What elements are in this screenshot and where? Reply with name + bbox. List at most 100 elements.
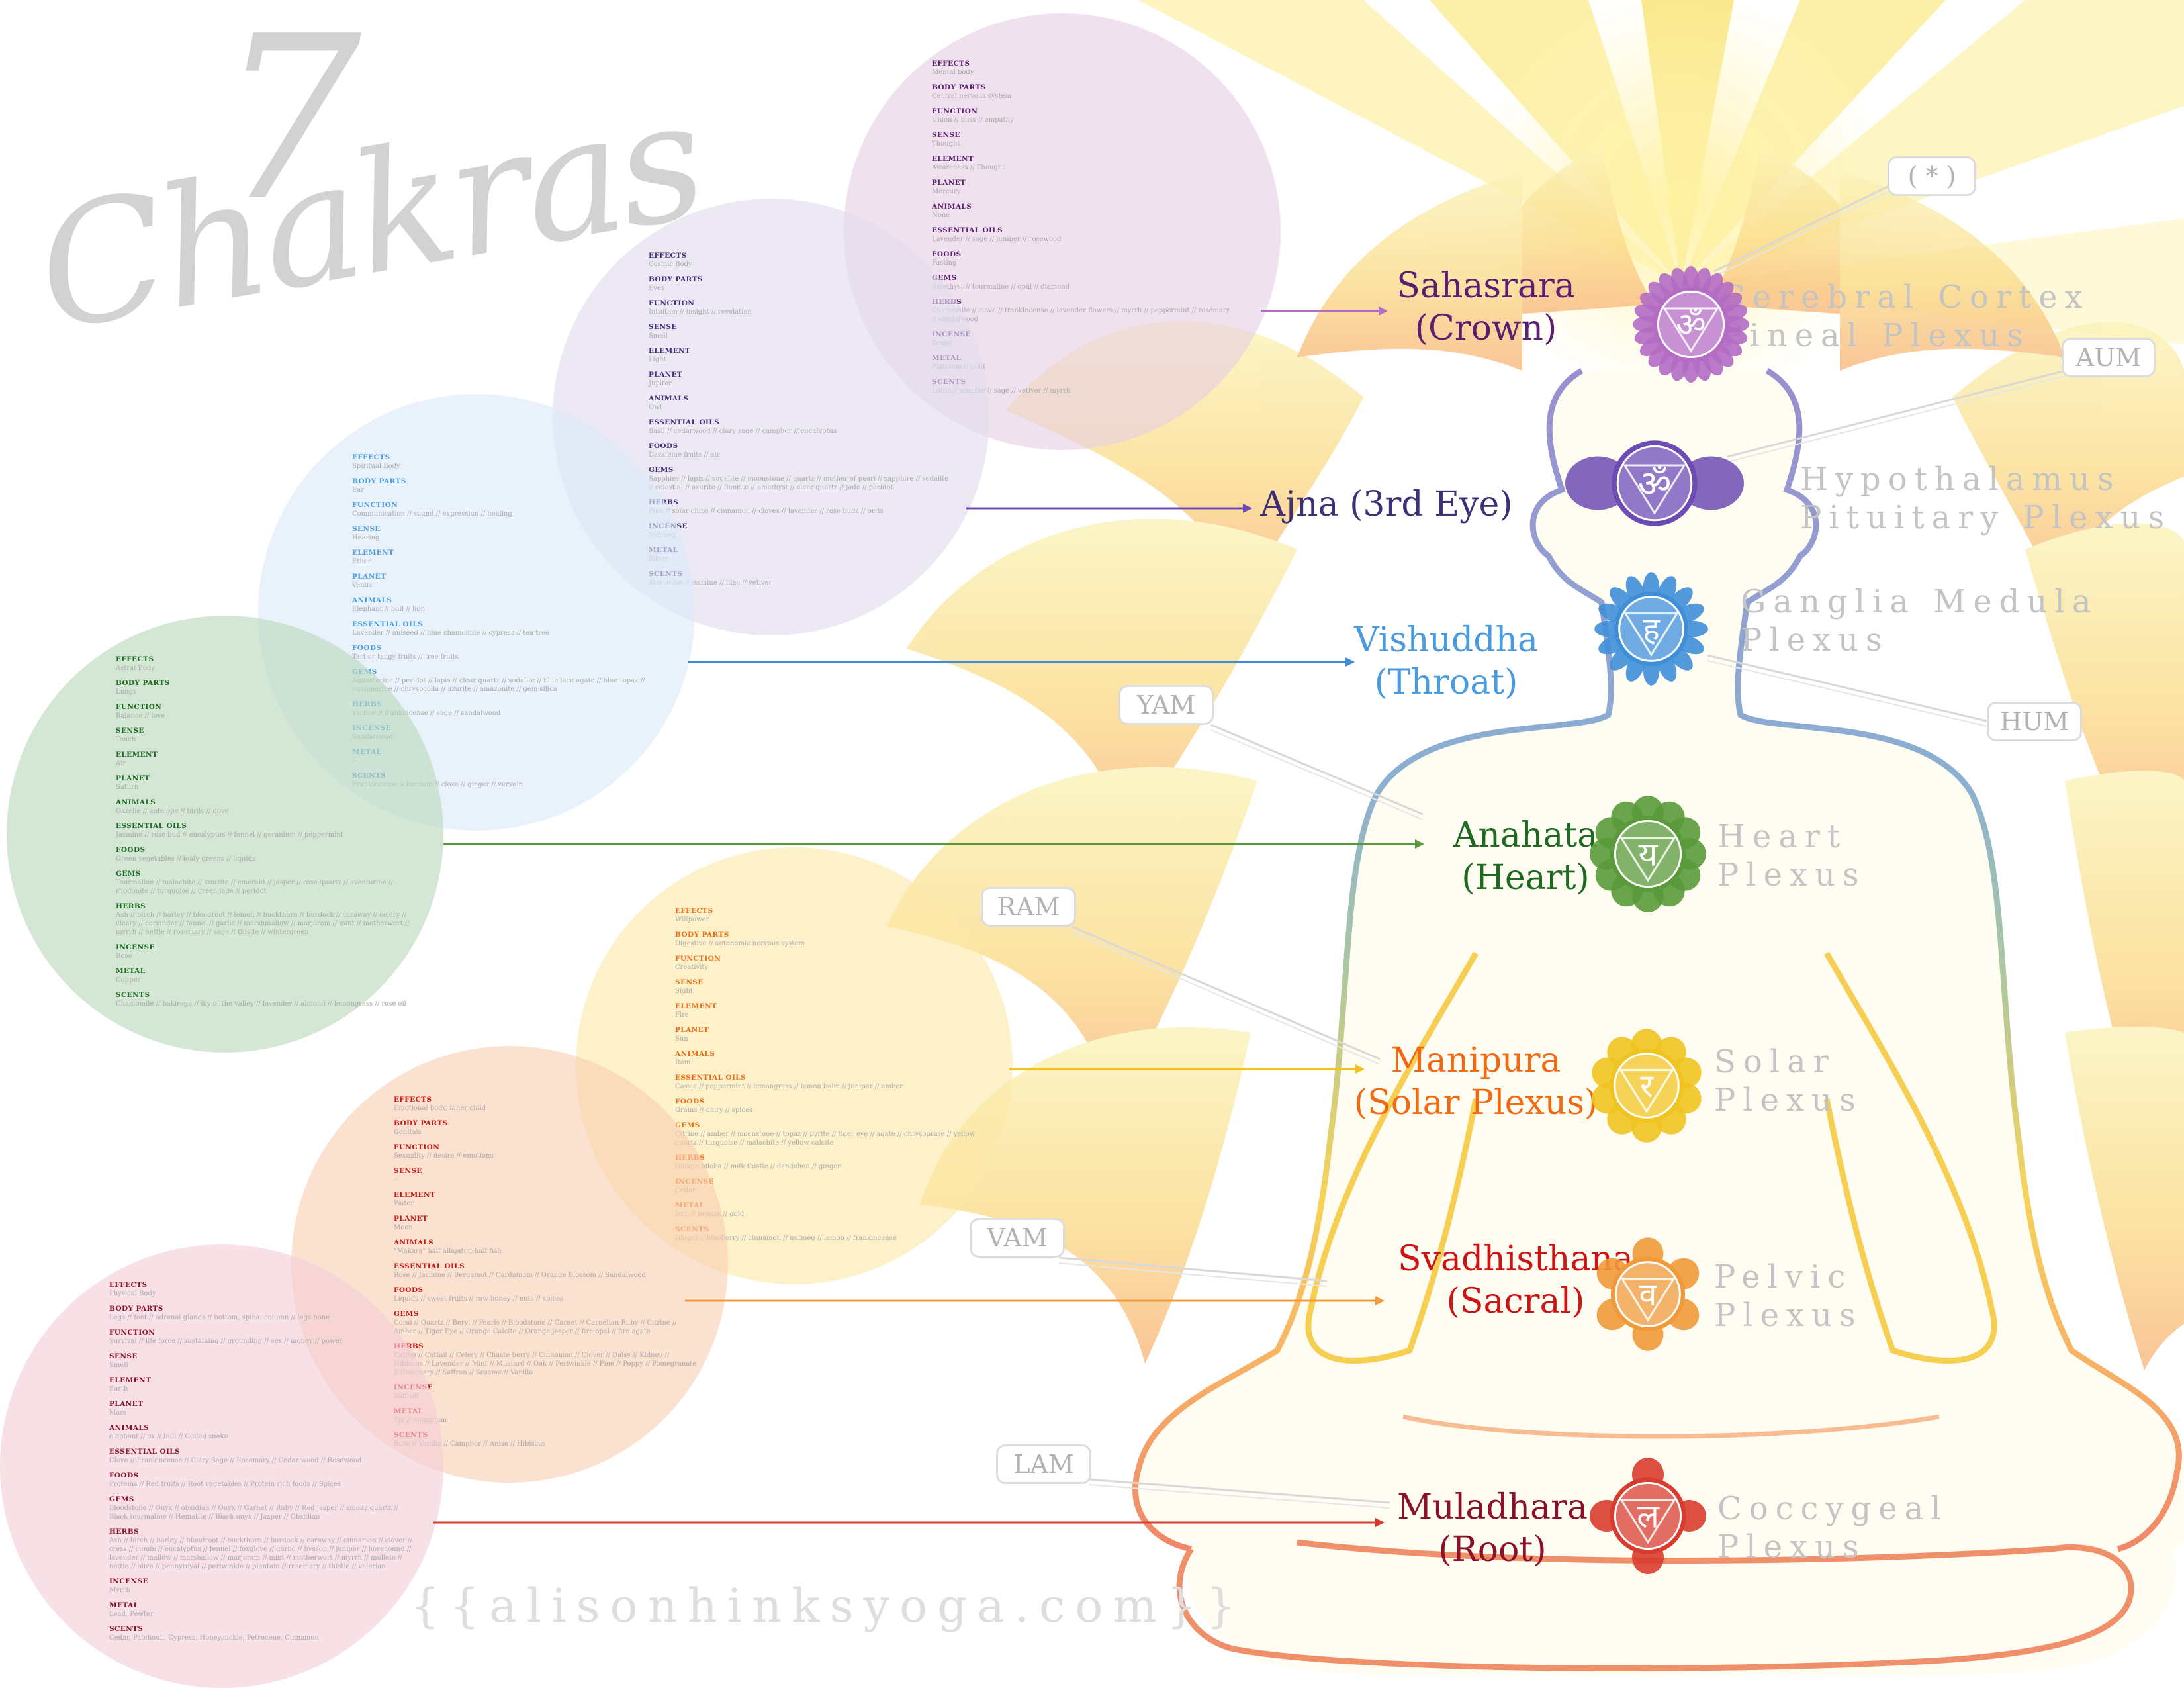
info-label: EFFECTS: [352, 453, 390, 461]
info-label: PLANET: [649, 371, 683, 379]
svadhisthana-plexus-line1: Pelvic: [1714, 1258, 1853, 1295]
info-label: SCENTS: [116, 991, 150, 999]
info-label: FOODS: [675, 1098, 705, 1105]
info-label: GEMS: [394, 1310, 419, 1318]
anahata-plexus-line1: Heart: [1717, 818, 1848, 855]
info-value: Mercury: [932, 188, 961, 195]
muladhara-symbol-glyph: ल: [1637, 1497, 1660, 1536]
sahasrara-name-line: Sahasrara: [1396, 266, 1575, 306]
info-value: Saturn: [116, 784, 139, 791]
info-value: Light: [649, 356, 666, 363]
info-label: FUNCTION: [394, 1143, 440, 1151]
info-label: GEMS: [109, 1495, 134, 1503]
info-value: Cosmic Body: [649, 261, 692, 268]
vishuddha-plexus-line1: Ganglia Medula: [1741, 583, 2099, 620]
manipura-symbol-icon: र: [1592, 1029, 1702, 1143]
info-label: FOODS: [352, 644, 382, 652]
anahata-plexus-line2: Plexus: [1717, 857, 1866, 894]
info-label: ESSENTIAL OILS: [116, 822, 187, 830]
info-label: ESSENTIAL OILS: [352, 620, 424, 628]
info-value: Dark blue fruits // air: [649, 451, 720, 459]
info-label: BODY PARTS: [352, 477, 406, 485]
info-value: Willpower: [675, 916, 709, 923]
sahasrara-plexus-line2: Pineal Plexus: [1721, 317, 2030, 354]
svadhisthana-plexus-line2: Plexus: [1714, 1297, 1863, 1334]
info-label: SENSE: [675, 978, 704, 986]
ajna-plexus-line1: Hypothalamus: [1800, 461, 2121, 498]
info-label: EFFECTS: [649, 252, 687, 259]
info-label: ELEMENT: [649, 347, 691, 355]
info-label: METAL: [116, 967, 146, 975]
info-label: ANIMALS: [675, 1050, 715, 1058]
info-label: HERBS: [932, 298, 1236, 306]
info-value: Legs // feet // adrenal glands // bottom…: [109, 1314, 330, 1321]
info-label: FUNCTION: [109, 1329, 156, 1336]
info-value: Owl: [649, 404, 662, 411]
info-label: ELEMENT: [116, 751, 158, 759]
info-value: Nutmeg: [649, 531, 953, 539]
info-value: Pine // solar chips // cinnamon // clove…: [649, 508, 884, 515]
info-label: HERBS: [394, 1342, 424, 1350]
info-value: Earth: [109, 1385, 128, 1393]
info-value: Myrrh: [109, 1587, 130, 1594]
info-label: ANIMALS: [109, 1424, 150, 1432]
info-value: Grains // dairy // spices: [675, 1107, 753, 1114]
info-label: GEMS: [675, 1121, 700, 1129]
info-label: ELEMENT: [109, 1376, 152, 1384]
info-label: ESSENTIAL OILS: [932, 226, 1003, 234]
muladhara-plexus-line2: Plexus: [1717, 1528, 1866, 1566]
info-value: Sapphire // lapis // sugalite // moonsto…: [649, 475, 949, 491]
info-value: Creativity: [675, 964, 709, 971]
website-credit: {{alisonhinksyoga.com}}: [410, 1579, 1246, 1633]
info-value: Jupiter: [649, 380, 672, 387]
info-value: Awareness // Thought: [932, 164, 1005, 171]
info-label: ANIMALS: [116, 798, 156, 806]
info-label: ANIMALS: [394, 1239, 434, 1246]
info-label: BODY PARTS: [116, 679, 170, 687]
anahata-mantra-box: YAM: [1118, 685, 1214, 725]
info-value: Cedar, Patchouli, Cypress, Honeysuckle, …: [109, 1634, 319, 1642]
info-value: Saffron: [394, 1392, 698, 1401]
info-value: Smell: [649, 332, 668, 340]
info-value: Intuition // insight // revelation: [649, 308, 752, 316]
ajna-name: Ajna (3rd Eye): [1260, 483, 1512, 526]
info-label: GEMS: [649, 466, 674, 474]
info-value: Yarrow // frankincense // sage // sandal…: [352, 710, 501, 717]
info-label: FOODS: [932, 250, 962, 258]
info-value: Gazelle // antelope // birds // dove: [116, 808, 229, 815]
info-label: SENSE: [109, 1352, 138, 1360]
info-value: Rose // Vanilla // Camphor // Anise // H…: [394, 1440, 546, 1448]
info-value: "Makara" half alligator, half fish: [394, 1248, 502, 1255]
vishuddha-mantra-box: HUM: [1987, 702, 2082, 741]
info-value: Copper: [116, 976, 141, 984]
info-value: Thought: [932, 140, 960, 148]
info-value: Survival // life force // sustaining // …: [109, 1338, 343, 1345]
info-value: Spiritual Body: [352, 463, 400, 470]
manipura-subtitle: (Solar Plexus): [1353, 1083, 1598, 1123]
manipura-mantra-box: RAM: [981, 887, 1076, 927]
info-value: Mental body: [932, 69, 974, 76]
info-label: SCENTS: [109, 1625, 144, 1633]
info-value: None: [932, 212, 950, 219]
info-label: INCENSE: [932, 330, 1236, 339]
info-value: Hearing: [352, 534, 380, 541]
muladhara-mantra: LAM: [1013, 1450, 1074, 1479]
anahata-plexus-label: Heart Plexus: [1717, 818, 1866, 894]
info-value: Moon: [394, 1224, 413, 1231]
info-value: Fasting: [932, 259, 957, 267]
info-value: Genitals: [394, 1129, 422, 1136]
info-value: Bloodstone // Onyx // obsidian // Onyx /…: [109, 1505, 398, 1521]
ajna-info-list: EFFECTS Cosmic Body BODY PARTS Eyes FUNCTION…: [649, 252, 953, 594]
info-value: Smell: [109, 1362, 128, 1369]
anahata-subtitle: (Heart): [1461, 858, 1590, 898]
manipura-mantra: RAM: [997, 892, 1060, 921]
info-label: FUNCTION: [116, 703, 162, 711]
info-label: FUNCTION: [675, 955, 721, 962]
info-label: FOODS: [116, 846, 146, 854]
info-value: Sight: [675, 988, 693, 995]
info-value: Rose: [116, 953, 132, 960]
ajna-symbol-icon: ॐ: [1565, 440, 1744, 526]
info-label: BODY PARTS: [932, 83, 986, 91]
svadhisthana-symbol-icon: व: [1596, 1237, 1700, 1351]
info-label: FUNCTION: [649, 299, 695, 307]
